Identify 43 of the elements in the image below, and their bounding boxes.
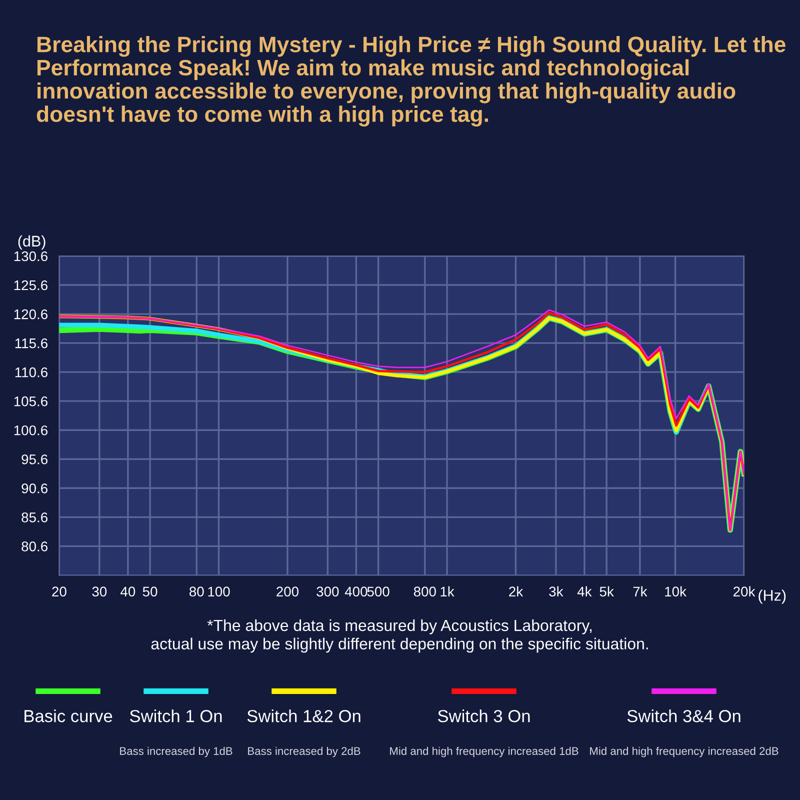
x-tick-label: 80 [190,586,204,597]
y-tick-label: 90.6 [22,483,48,494]
text: *The above data is measured by Acoustics Laboratory, actual use may be slightly different depending on the specific situation. [151,619,648,653]
x-tick-label: 800 [414,586,436,597]
x-axis-title: (Hz) [758,590,786,604]
x-tick-label: 40 [120,586,136,597]
y-tick-label: 120.6 [14,309,48,320]
x-tick-label: 5k [600,586,614,597]
x-tick-label: 400 [344,586,368,597]
y-tick-label: 80.6 [22,542,48,552]
text: Mid and high frequency increased 1dB [390,746,578,758]
x-tick-label: 3k [549,586,564,597]
x-tick-label: 1k [440,586,454,596]
y-tick-label: 110.6 [15,367,48,378]
text: Bass increased by 2dB [248,746,360,758]
y-tick-label: 100.6 [14,425,48,436]
x-tick-label: 20 [52,586,66,597]
x-tick-label: 300 [316,586,339,597]
x-tick-label: 7k [633,586,648,596]
y-tick-label: 115.6 [15,338,48,348]
x-tick-label: 30 [92,586,107,597]
y-axis-title: (dB) [18,235,46,250]
x-tick-label: 2k [509,586,524,596]
legend-label: Switch 3 On [438,710,530,722]
legend-label: Switch 3&4 On [627,710,740,722]
y-tick-label: 105.6 [14,396,48,406]
x-tick-label: 500 [367,586,390,597]
x-tick-label: 200 [276,586,299,597]
y-tick-label: 130.6 [14,251,48,262]
y-tick-label: 95.6 [22,454,48,464]
text: Bass increased by 1dB [120,746,232,758]
x-tick-label: 4k [577,586,592,596]
y-tick-label: 125.6 [14,280,48,290]
x-tick-label: 10k [665,586,686,597]
legend-label: Switch 1 On [130,710,222,722]
x-tick-label: 50 [142,586,158,597]
chart-title: Breaking the Pricing Mystery - High Price ≠ High Sound Quality. Let the Performance Speak! We aim to make music and technological innovation accessible to everyone, proving that high-quality audio doesn't have to come with a high price tag. [36,36,786,126]
legend-label: Basic curve [24,710,112,722]
y-tick-label: 85.6 [22,512,48,522]
x-tick-label: 20k [734,586,756,597]
text: Mid and high frequency increased 2dB [590,746,778,758]
x-tick-label: 100 [208,586,230,597]
legend-label: Switch 1&2 On [247,710,360,722]
